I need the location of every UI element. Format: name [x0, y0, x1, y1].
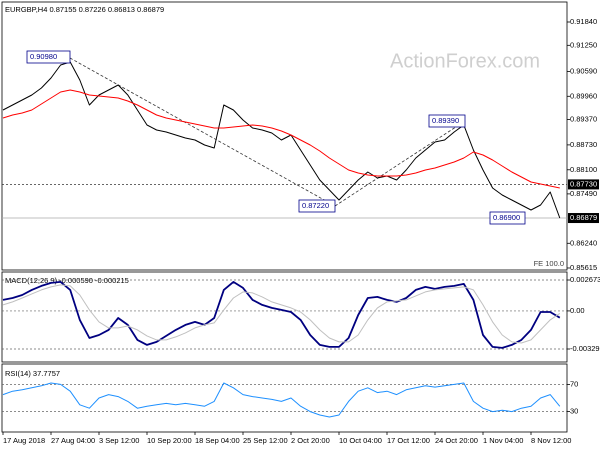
- y-tick-label: 0.85615: [570, 263, 597, 272]
- x-tick-label: 17 Aug 2018: [3, 436, 45, 445]
- y-tick-label: 0.91250: [570, 40, 597, 49]
- annotation: 0.87220: [302, 201, 329, 210]
- y-tick-label: 0.91840: [570, 17, 597, 26]
- level-label: 0.87730: [570, 179, 597, 188]
- macd-title: MACD(12,26,9) -0.000590 -0.000215: [5, 276, 129, 285]
- annotation-box: [26, 50, 71, 64]
- x-tick-label: 10 Oct 04:00: [339, 436, 382, 445]
- x-tick-label: 3 Sep 12:00: [99, 436, 139, 445]
- y-tick-label: 0.87490: [570, 189, 597, 198]
- x-tick-label: 17 Oct 12:00: [387, 436, 430, 445]
- trend-line: [69, 57, 336, 207]
- annotation: 0.90980: [30, 52, 57, 61]
- y-tick-label: -0.003293: [570, 344, 600, 353]
- annotation: 0.89390: [432, 116, 459, 125]
- annotation-box: [428, 114, 466, 128]
- x-tick-label: 8 Nov 12:00: [531, 436, 571, 445]
- x-tick-label: 27 Aug 04:00: [51, 436, 95, 445]
- y-tick-label: 0.90590: [570, 66, 597, 75]
- y-tick-label: 30: [570, 407, 578, 416]
- annotation: FE 100.0: [534, 259, 564, 268]
- y-tick-label: 0.88730: [570, 140, 597, 149]
- annotation-box: [298, 199, 336, 213]
- series-line: [2, 382, 561, 418]
- y-tick-label: 0.002673: [570, 275, 600, 284]
- y-tick-label: 0.89370: [570, 115, 597, 124]
- series-line: [2, 61, 561, 219]
- rsi-title: RSI(14) 37.7757: [5, 369, 60, 378]
- price-panel: [1, 1, 568, 271]
- x-tick-label: 10 Sep 20:00: [147, 436, 192, 445]
- x-tick-label: 1 Nov 04:00: [483, 436, 523, 445]
- watermark: ActionForex.com: [390, 50, 540, 72]
- chart-title: EURGBP,H4 0.87155 0.87226 0.86813 0.8687…: [5, 5, 164, 14]
- level-label-box: [568, 213, 599, 224]
- series-line: [2, 89, 560, 189]
- level-label: 0.86879: [570, 213, 597, 222]
- annotation: 0.86900: [493, 213, 520, 222]
- y-tick-label: 0.89960: [570, 91, 597, 100]
- x-tick-label: 25 Sep 12:00: [243, 436, 288, 445]
- trend-line: [334, 120, 466, 207]
- y-tick-label: 0.88100: [570, 165, 597, 174]
- macd-panel: [1, 271, 568, 363]
- x-tick-label: 2 Oct 20:00: [291, 436, 330, 445]
- annotation-box: [489, 211, 526, 225]
- y-tick-label: 70: [570, 379, 578, 388]
- y-tick-label: 0.86240: [570, 238, 597, 247]
- x-tick-label: 18 Sep 04:00: [195, 436, 240, 445]
- series-line: [2, 284, 561, 344]
- series-line: [2, 281, 561, 349]
- y-tick-label: 0.00: [570, 306, 585, 315]
- x-tick-label: 24 Oct 20:00: [435, 436, 478, 445]
- level-label-box: [568, 179, 599, 190]
- rsi-panel: [1, 363, 568, 433]
